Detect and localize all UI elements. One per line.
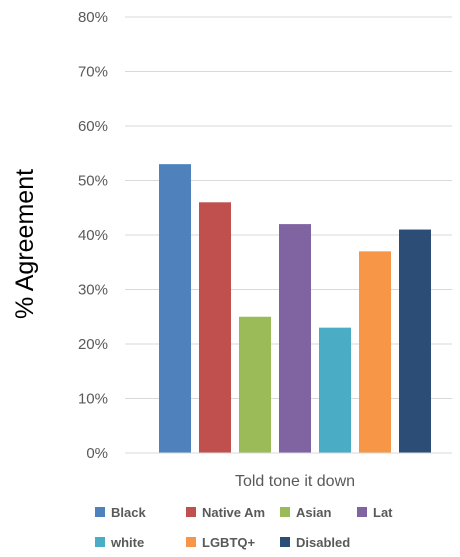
y-tick-label: 80%: [78, 9, 108, 26]
y-axis-label: % Agreement: [11, 169, 39, 319]
bar-asian: [239, 316, 271, 453]
x-category-label: Told tone it down: [235, 473, 355, 490]
legend-swatch: [95, 537, 105, 547]
legend-item-native-am: Native Am: [186, 505, 265, 520]
y-tick-label: 30%: [78, 282, 108, 299]
legend-label: Disabled: [296, 535, 350, 550]
bar-lat: [279, 224, 311, 453]
legend-label: white: [110, 535, 144, 550]
y-tick-label: 50%: [78, 173, 108, 190]
y-axis-ticks: 0% 10% 20% 30% 40% 50% 60% 70% 80%: [78, 9, 108, 462]
y-tick-label: 70%: [78, 64, 108, 81]
bar-disabled: [399, 229, 431, 453]
legend-label: LGBTQ+: [202, 535, 255, 550]
legend-label: Black: [111, 505, 146, 520]
x-axis-categories: Told tone it down: [235, 473, 355, 490]
legend-item-asian: Asian: [280, 505, 331, 520]
bars: [159, 164, 431, 453]
bar-native-am: [199, 202, 231, 453]
y-tick-label: 40%: [78, 227, 108, 244]
legend-swatch: [186, 507, 196, 517]
legend-item-lat: Lat: [357, 505, 393, 520]
legend-label: Asian: [296, 505, 331, 520]
legend-item-disabled: Disabled: [280, 535, 350, 550]
legend-item-black: Black: [95, 505, 146, 520]
legend-item-lgbtq: LGBTQ+: [186, 535, 255, 550]
legend-swatch: [280, 507, 290, 517]
legend-label: Lat: [373, 505, 393, 520]
y-tick-label: 10%: [78, 391, 108, 408]
legend-item-white: white: [95, 535, 144, 550]
y-tick-label: 60%: [78, 118, 108, 135]
bar-black: [159, 164, 191, 453]
y-tick-label: 0%: [86, 445, 108, 462]
legend-swatch: [357, 507, 367, 517]
legend: Black Native Am Asian Lat white LGBTQ+ Disable…: [95, 505, 393, 550]
legend-swatch: [186, 537, 196, 547]
bar-white: [319, 327, 351, 453]
legend-label: Native Am: [202, 505, 265, 520]
legend-swatch: [280, 537, 290, 547]
bar-lgbtq: [359, 251, 391, 453]
y-tick-label: 20%: [78, 336, 108, 353]
legend-swatch: [95, 507, 105, 517]
